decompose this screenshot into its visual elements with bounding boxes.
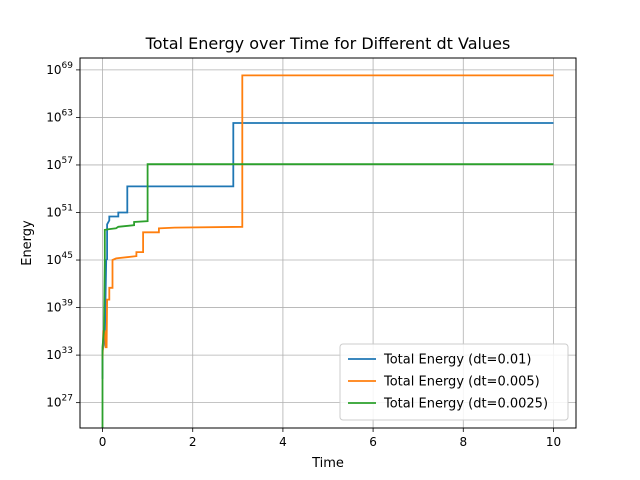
series-line — [101, 122, 554, 379]
x-tick-label: 2 — [189, 435, 197, 449]
x-tick-label: 10 — [546, 435, 561, 449]
legend: Total Energy (dt=0.01) Total Energy (dt=0… — [339, 343, 569, 421]
chart-title: Total Energy over Time for Different dt … — [145, 34, 511, 53]
legend-label: Total Energy (dt=0.005) — [383, 375, 540, 390]
grid — [80, 58, 576, 428]
legend-label: Total Energy (dt=0.01) — [383, 353, 531, 368]
x-tick-label: 6 — [369, 435, 377, 449]
series-lines — [101, 74, 554, 428]
x-tick-label: 4 — [279, 435, 287, 449]
x-tick-label: 8 — [459, 435, 467, 449]
legend-box — [339, 343, 569, 421]
x-tick-label: 0 — [99, 435, 107, 449]
series-line — [101, 163, 554, 428]
x-ticks: 0 2 4 6 8 10 — [99, 428, 561, 449]
y-axis-label: Energy — [20, 220, 35, 266]
legend-label: Total Energy (dt=0.0025) — [383, 397, 548, 412]
axes-frame — [79, 57, 577, 429]
x-axis-label: Time — [311, 456, 344, 471]
series-line — [101, 74, 554, 360]
